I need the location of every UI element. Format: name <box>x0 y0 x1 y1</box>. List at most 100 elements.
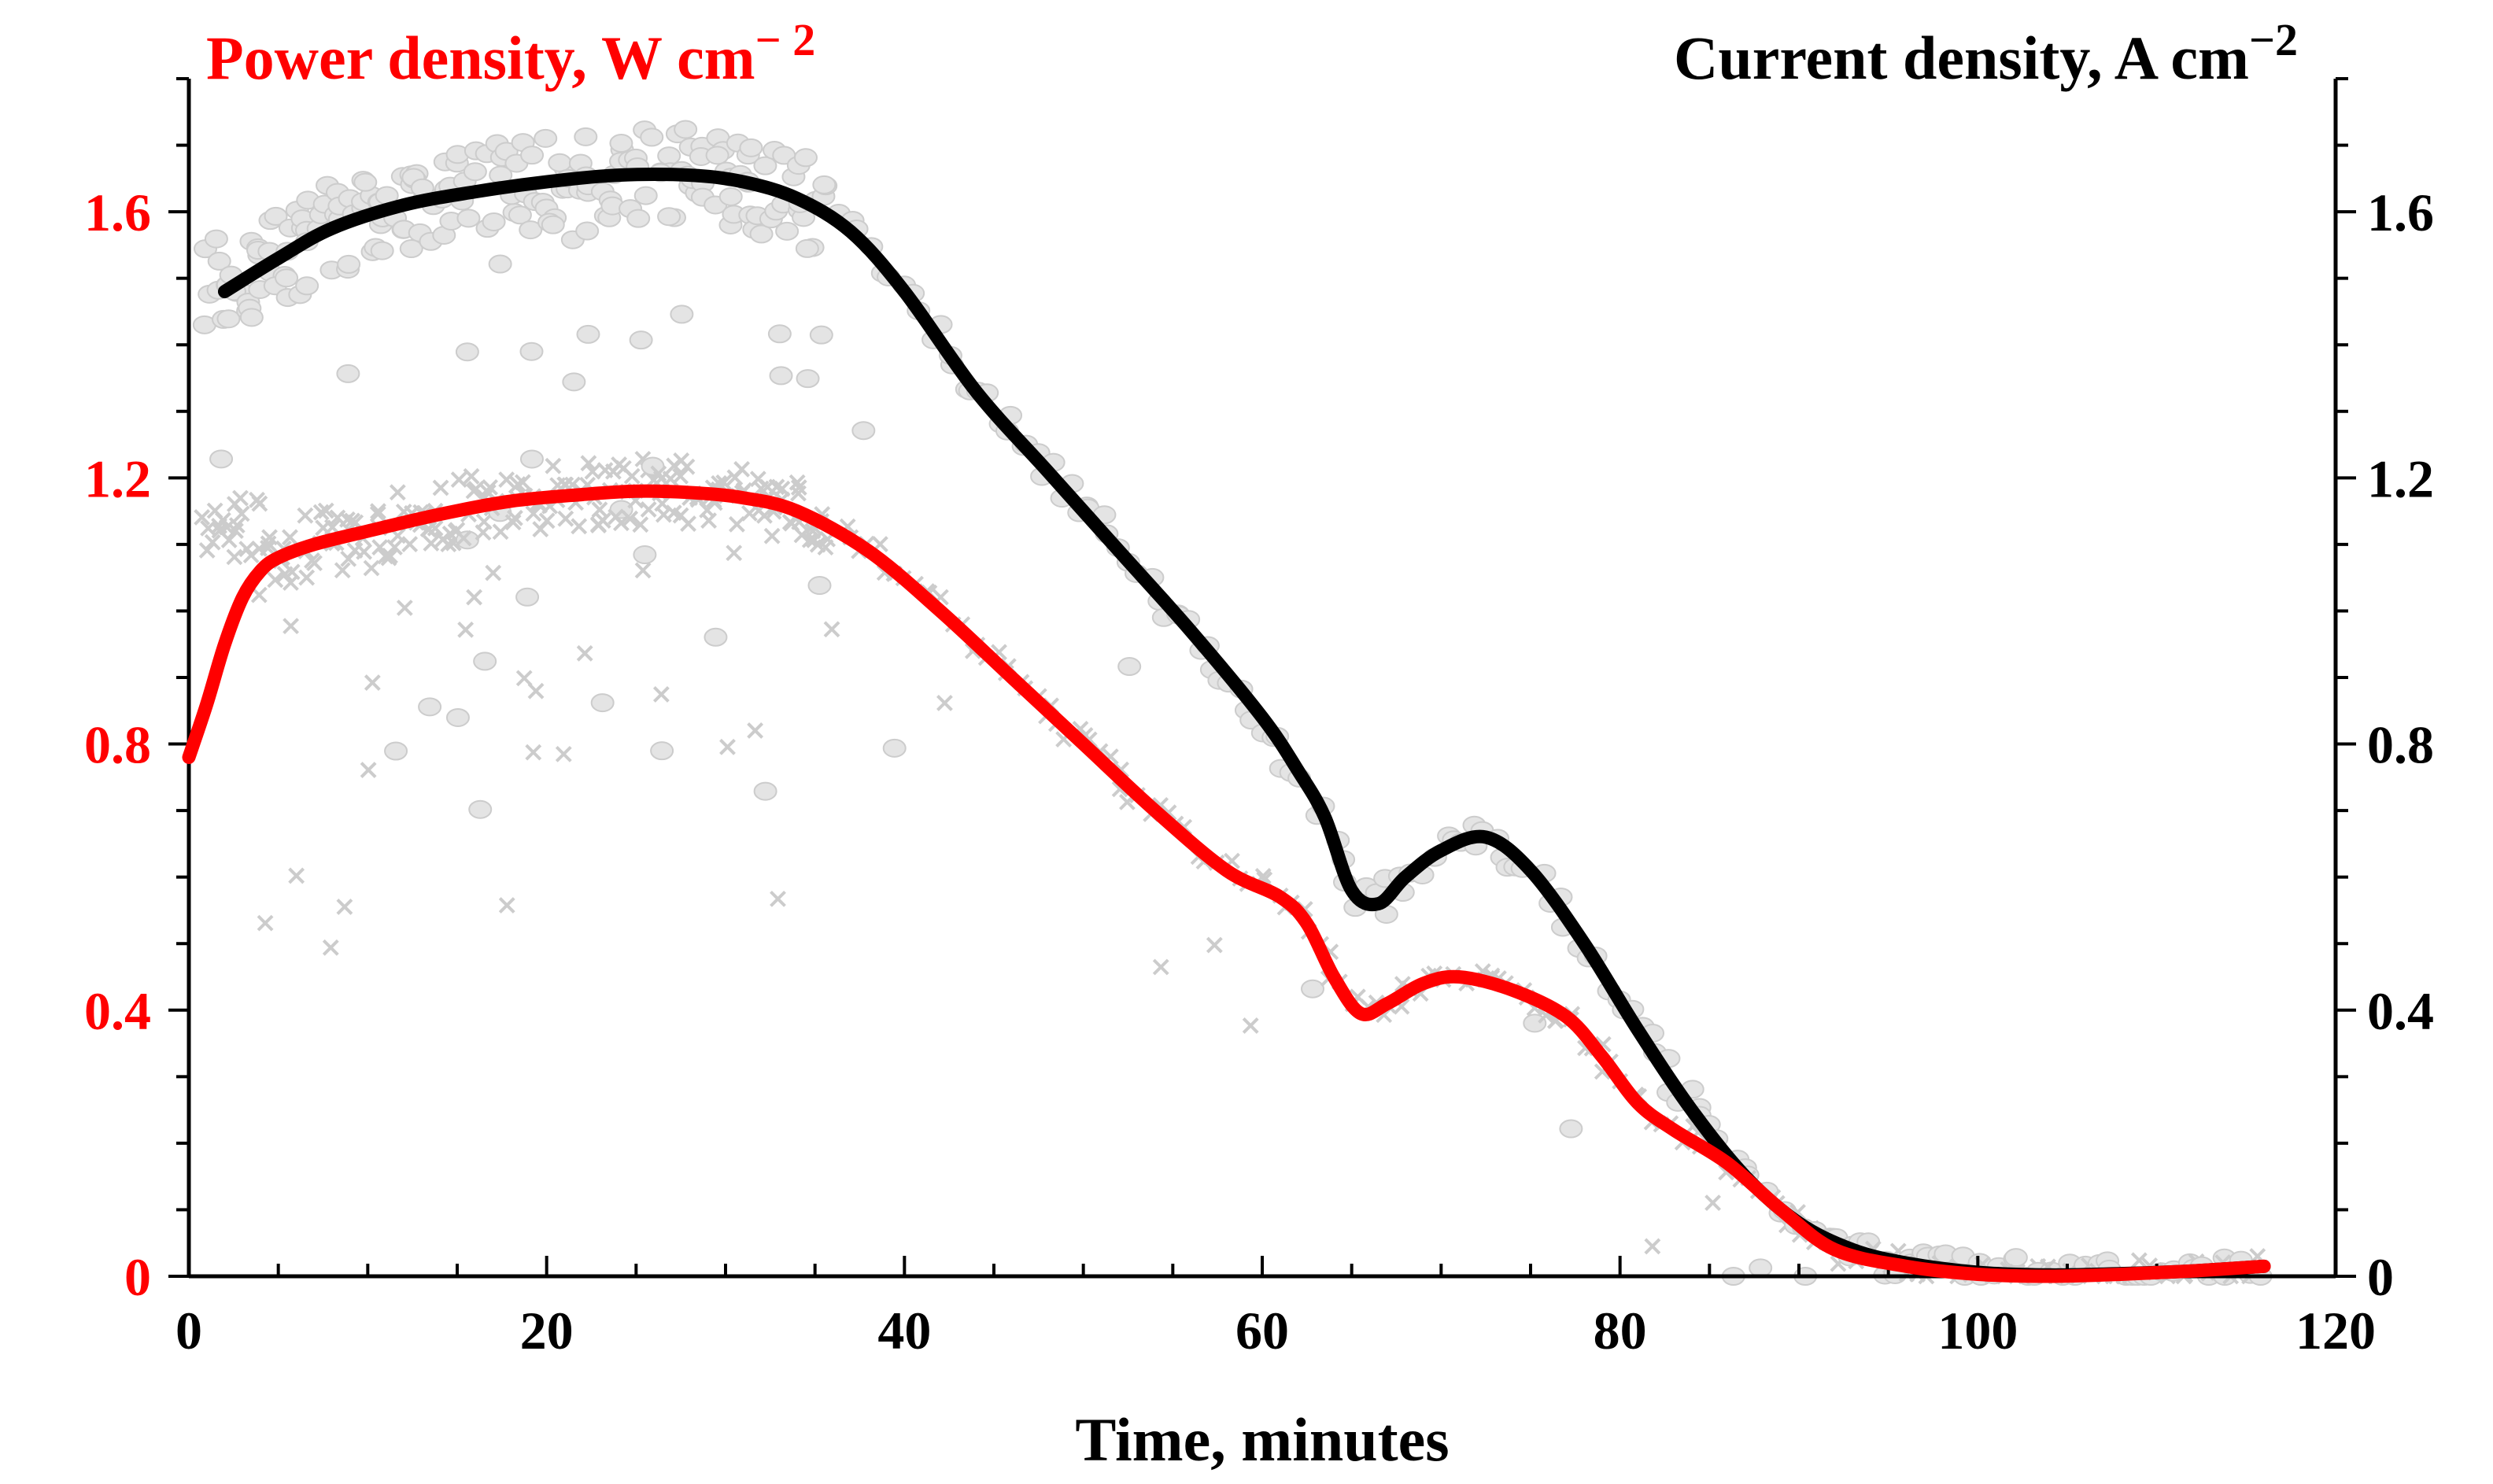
power-raw-point <box>634 562 652 579</box>
power-raw-point <box>590 517 607 533</box>
current-raw-point <box>548 153 572 172</box>
power-raw-point <box>532 521 549 537</box>
power-raw-point <box>498 471 515 488</box>
power-raw-point <box>440 536 457 553</box>
power-raw-point <box>312 504 330 521</box>
left-tick-label: 1.6 <box>84 183 151 242</box>
power-raw-point <box>747 722 764 739</box>
power-raw-point <box>498 897 515 914</box>
current-raw-point <box>1749 1258 1773 1278</box>
current-raw-point <box>609 134 633 153</box>
power-raw-point <box>455 530 472 547</box>
current-raw-point <box>576 324 600 344</box>
power-raw-point <box>198 542 216 559</box>
x-tick-label: 120 <box>2295 1301 2376 1360</box>
current-raw-point <box>739 138 763 157</box>
current-raw-point <box>753 781 777 801</box>
power-raw-point <box>763 527 781 545</box>
right-tick-label: 0.4 <box>2367 981 2434 1041</box>
power-raw-point <box>555 745 572 762</box>
power-raw-point <box>194 508 211 526</box>
current-raw-point <box>809 325 833 345</box>
power-raw-point <box>334 562 351 579</box>
right-axis-title: Current density, A cm−2 <box>1674 14 2298 92</box>
power-raw-point <box>726 469 744 486</box>
x-axis-title: Time, minutes <box>1075 1405 1449 1474</box>
current-raw-point <box>473 652 497 671</box>
power-raw-point <box>364 674 381 691</box>
power-raw-point <box>233 505 250 522</box>
power-raw-point <box>220 532 238 548</box>
power-raw-point <box>370 503 386 520</box>
power-raw-point <box>571 518 588 535</box>
right-tick-label: 1.6 <box>2367 183 2434 242</box>
power-raw-point <box>401 536 419 553</box>
current-raw-point <box>590 693 615 713</box>
power-raw-point <box>557 510 574 527</box>
power-raw-point <box>267 571 284 589</box>
power-raw-point <box>386 539 403 556</box>
current-raw-point <box>749 224 774 244</box>
power-raw-point <box>672 467 689 485</box>
current-raw-point <box>767 324 792 344</box>
current-raw-point <box>704 627 728 647</box>
current-raw-point <box>705 146 729 165</box>
right-tick-label: 0 <box>2367 1247 2394 1307</box>
power-raw-point <box>250 586 268 604</box>
current-raw-point <box>633 545 657 565</box>
power-raw-point <box>492 523 509 541</box>
power-raw-point <box>450 471 467 488</box>
power-raw-point <box>423 535 440 552</box>
current-raw-point <box>674 120 698 139</box>
power-raw-point <box>257 914 274 932</box>
power-raw-point <box>463 467 480 485</box>
current-raw-point <box>488 254 512 274</box>
power-raw-point <box>389 484 406 501</box>
left-tick-label: 0.4 <box>84 981 151 1041</box>
power-raw-point <box>1206 936 1223 954</box>
power-raw-point <box>622 510 639 527</box>
current-raw-point <box>456 209 481 228</box>
power-raw-point <box>678 458 696 475</box>
power-raw-point <box>204 533 221 551</box>
current-raw-point <box>633 186 658 205</box>
current-raw-point <box>534 128 558 148</box>
power-raw-point <box>504 514 522 531</box>
power-raw-point <box>596 462 614 478</box>
power-raw-point <box>466 589 483 606</box>
power-raw-point <box>228 517 246 534</box>
current-raw-point <box>216 309 241 329</box>
current-raw-point <box>399 239 423 259</box>
current-raw-point <box>264 206 288 226</box>
power-raw-point <box>1152 958 1169 976</box>
power-raw-point <box>482 478 498 496</box>
left-tick-label: 1.2 <box>84 449 151 508</box>
current-raw-point <box>336 364 360 383</box>
power-raw-point <box>249 491 265 508</box>
power-raw-point <box>514 474 531 491</box>
current-raw-point <box>468 799 493 819</box>
x-tick-label: 20 <box>520 1301 574 1360</box>
power-raw-point <box>260 540 276 556</box>
power-raw-point <box>297 507 314 524</box>
left-axis-title-text: Power density, W cm <box>206 24 755 92</box>
power-raw-point <box>380 549 397 567</box>
current-raw-point <box>370 241 394 260</box>
power-raw-point <box>741 504 758 522</box>
power-raw-point <box>306 555 323 572</box>
current-raw-point <box>562 372 586 392</box>
power-raw-point <box>1644 1238 1661 1255</box>
current-raw-point <box>445 707 470 727</box>
current-raw-point <box>239 308 264 327</box>
current-raw-point <box>575 221 600 241</box>
power-raw-point <box>719 738 736 755</box>
power-raw-point <box>632 516 649 533</box>
current-raw-point <box>851 421 876 441</box>
current-raw-point <box>384 741 408 761</box>
current-raw-point <box>807 576 832 596</box>
current-raw-point <box>640 127 664 147</box>
current-raw-point <box>418 697 442 717</box>
power-raw-point <box>652 686 670 703</box>
current-raw-point <box>775 221 800 241</box>
right-tick-label: 1.2 <box>2367 449 2434 508</box>
